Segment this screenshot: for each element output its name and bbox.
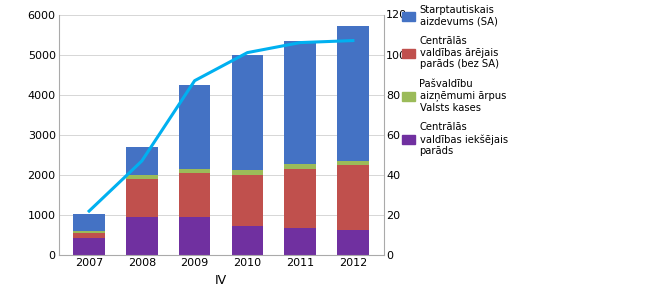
Bar: [231, 55, 263, 170]
Bar: [126, 180, 158, 218]
Bar: [179, 218, 211, 255]
Bar: [284, 41, 316, 164]
Bar: [179, 168, 211, 173]
Bar: [73, 233, 105, 238]
Bar: [284, 228, 316, 255]
Bar: [231, 170, 263, 175]
Bar: [179, 173, 211, 218]
Bar: [73, 231, 105, 233]
Bar: [337, 165, 369, 230]
Bar: [284, 164, 316, 168]
Bar: [126, 175, 158, 180]
Bar: [337, 26, 369, 161]
Bar: [231, 175, 263, 226]
Bar: [126, 147, 158, 175]
Bar: [126, 218, 158, 255]
Bar: [337, 230, 369, 255]
Bar: [179, 85, 211, 168]
Bar: [231, 226, 263, 255]
Bar: [337, 161, 369, 165]
Bar: [73, 214, 105, 231]
Legend: Starptautiskais
aizdevums (SA), Centrālās
valdības ārējais
parāds (bez SA), Pašv: Starptautiskais aizdevums (SA), Centrālā…: [402, 5, 508, 156]
X-axis label: IV: IV: [215, 273, 227, 287]
Bar: [284, 168, 316, 228]
Bar: [73, 238, 105, 255]
